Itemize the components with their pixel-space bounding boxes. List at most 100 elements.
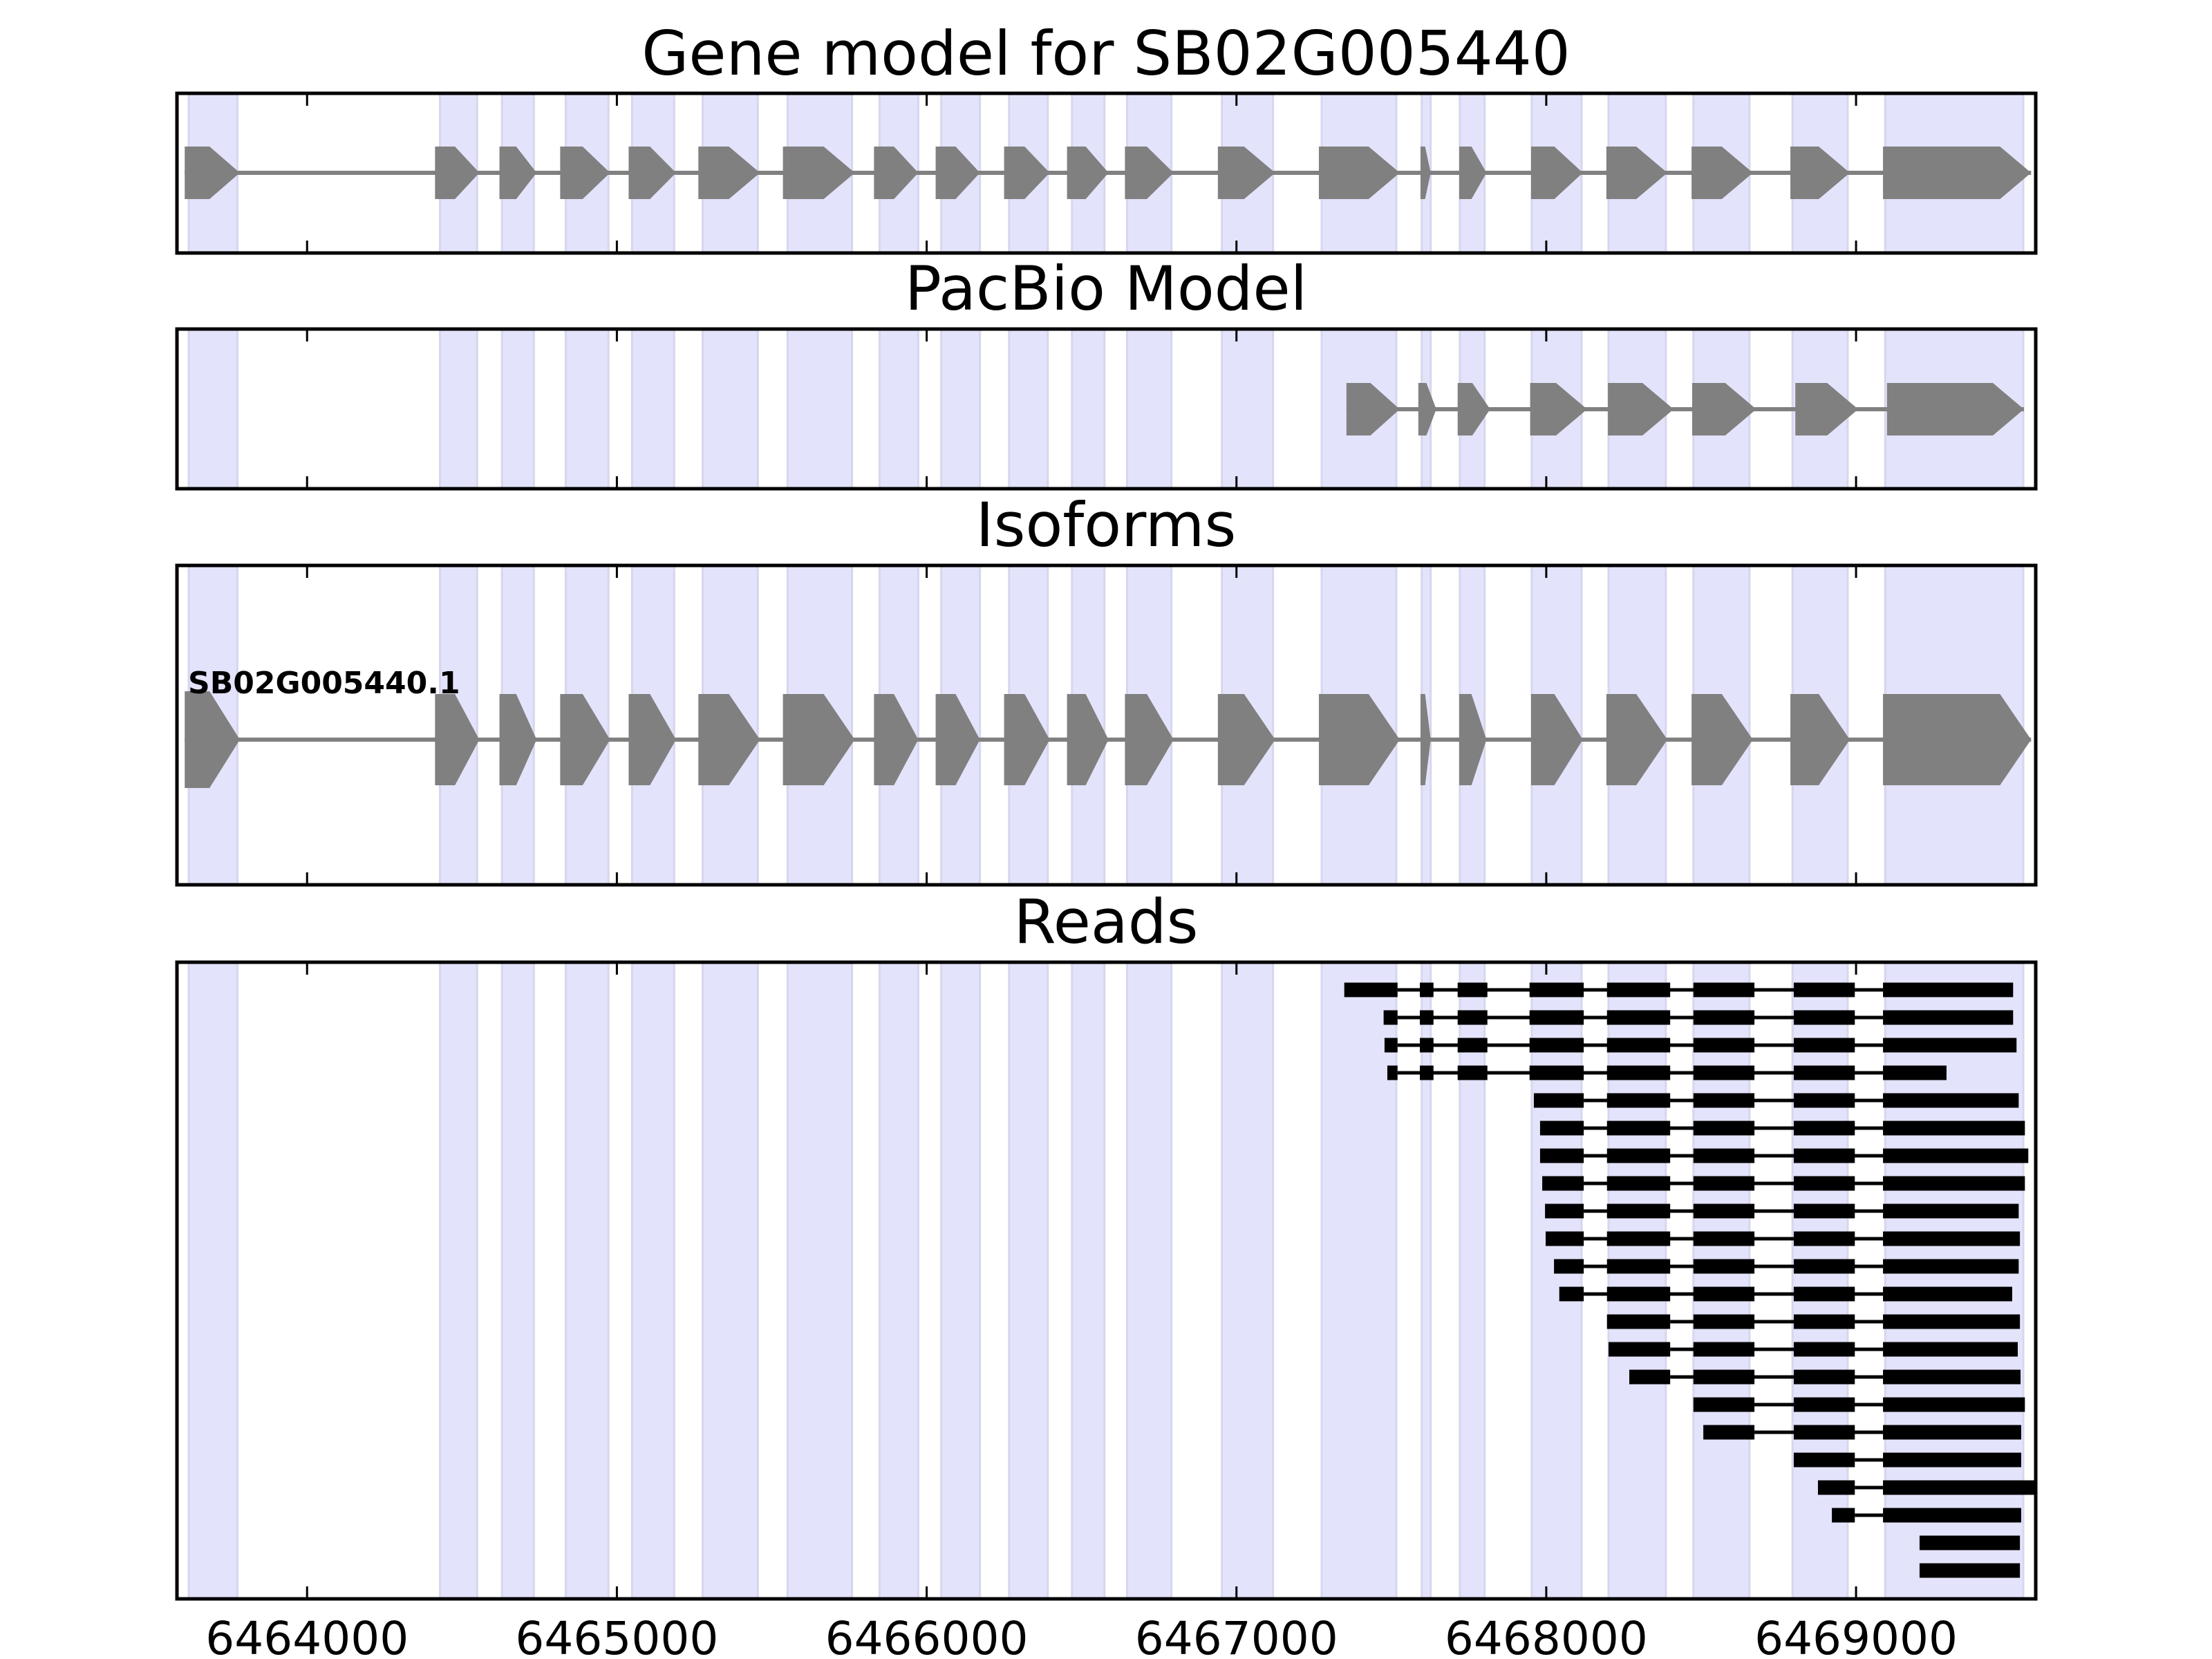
read-exon-block — [1529, 1038, 1584, 1053]
read-exon-block — [1793, 1176, 1855, 1191]
exon-feature — [628, 147, 676, 199]
pacbio-model-panel — [175, 327, 2038, 491]
read-exon-block — [1883, 1231, 2021, 1246]
exon-highlight-band — [1692, 962, 1751, 1599]
read-exon-block — [1693, 1286, 1755, 1302]
read-exon-block — [1793, 1148, 1855, 1163]
exon-feature — [1067, 694, 1109, 785]
read-exon-block — [1693, 1314, 1755, 1329]
read-exon-block — [1793, 1093, 1855, 1108]
axes-frame — [175, 327, 2038, 491]
exon-feature — [1346, 383, 1400, 435]
exon-feature — [1318, 147, 1400, 199]
exon-highlight-band — [1791, 962, 1849, 1599]
read-row — [1554, 1259, 2019, 1274]
isoforms-title: Isoforms — [976, 489, 1237, 561]
read-exon-block — [1420, 982, 1434, 997]
read-exon-block — [1457, 1038, 1488, 1053]
exon-highlight-band — [1126, 962, 1173, 1599]
read-row — [1703, 1425, 2021, 1440]
read-exon-block — [1559, 1286, 1584, 1302]
read-exon-block — [1883, 1148, 2029, 1163]
read-exon-block — [1883, 1369, 2021, 1385]
plot-area — [185, 565, 2032, 885]
read-row — [1533, 1093, 2019, 1108]
read-exon-block — [1883, 1342, 2018, 1357]
read-row — [1793, 1452, 2021, 1468]
axes-frame — [175, 960, 2038, 1601]
read-row — [1693, 1397, 2025, 1412]
read-exon-block — [1606, 1038, 1671, 1053]
read-exon-block — [1383, 1010, 1398, 1025]
exon-feature — [782, 694, 855, 785]
exon-feature — [1420, 147, 1431, 199]
read-exon-block — [1693, 1065, 1755, 1080]
exon-feature — [874, 694, 919, 785]
read-exon-block — [1693, 1231, 1755, 1246]
read-exon-block — [1693, 1148, 1755, 1163]
read-row — [1545, 1203, 2019, 1219]
exon-feature — [1004, 694, 1050, 785]
plot-area — [185, 93, 2032, 253]
exon-feature — [1459, 147, 1487, 199]
exon-feature — [1606, 147, 1668, 199]
read-exon-block — [1606, 982, 1671, 997]
read-exon-block — [1693, 982, 1755, 997]
exon-highlight-band — [940, 329, 982, 489]
x-tick-labels: 6464000 6465000 6466000 6467000 6468000 64690… — [205, 1612, 1958, 1659]
exon-highlight-band — [1320, 962, 1398, 1599]
read-exon-block — [1387, 1065, 1398, 1080]
read-exon-block — [1883, 1065, 1947, 1080]
exon-highlight-band — [500, 962, 535, 1599]
exon-highlight-band — [438, 962, 478, 1599]
read-exon-block — [1693, 1397, 1755, 1412]
exon-feature — [1886, 383, 2024, 435]
read-exon-block — [1919, 1535, 2021, 1550]
read-exon-block — [1606, 1010, 1671, 1025]
exon-highlight-band — [438, 329, 478, 489]
read-row — [1539, 1148, 2029, 1163]
exon-feature — [1125, 694, 1174, 785]
read-row — [1608, 1342, 2018, 1357]
exon-feature — [185, 691, 240, 788]
read-exon-block — [1384, 1038, 1398, 1053]
read-exon-block — [1606, 1176, 1671, 1191]
read-exon-block — [1693, 1259, 1755, 1274]
exon-feature — [1530, 694, 1583, 785]
x-tick-label: 6464000 — [205, 1612, 409, 1659]
exon-highlight-band — [1008, 962, 1049, 1599]
exon-feature — [1883, 694, 2032, 785]
read-exon-block — [1606, 1203, 1671, 1219]
exon-highlight-band — [786, 329, 854, 489]
read-exon-block — [1420, 1010, 1434, 1025]
exon-feature — [935, 694, 980, 785]
exon-highlight-band — [878, 962, 919, 1599]
exon-feature — [1795, 383, 1859, 435]
read-exon-block — [1793, 982, 1855, 997]
read-row — [1344, 982, 2014, 997]
read-exon-block — [1420, 1065, 1434, 1080]
exon-feature — [1691, 147, 1753, 199]
read-exon-block — [1793, 1259, 1855, 1274]
read-exon-block — [1883, 1480, 2036, 1495]
x-tick-label: 6466000 — [825, 1612, 1029, 1659]
exon-feature — [1790, 147, 1850, 199]
gene-model-panel — [175, 91, 2038, 255]
read-exon-block — [1883, 982, 2014, 997]
read-row — [1817, 1480, 2036, 1495]
read-exon-block — [1883, 1259, 2019, 1274]
pacbio-model-title: PacBio Model — [905, 253, 1307, 324]
read-exon-block — [1883, 1397, 2025, 1412]
read-row — [1387, 1065, 1947, 1080]
exon-feature — [1125, 147, 1174, 199]
read-exon-block — [1693, 1121, 1755, 1136]
read-exon-block — [1606, 1093, 1671, 1108]
exon-feature — [560, 147, 610, 199]
exon-highlight-band — [1221, 329, 1275, 489]
read-exon-block — [1606, 1259, 1671, 1274]
exon-feature — [1004, 147, 1050, 199]
read-row — [1606, 1314, 2021, 1329]
exon-highlight-band — [630, 329, 675, 489]
isoform-label: SB02G005440.1 — [188, 666, 460, 701]
